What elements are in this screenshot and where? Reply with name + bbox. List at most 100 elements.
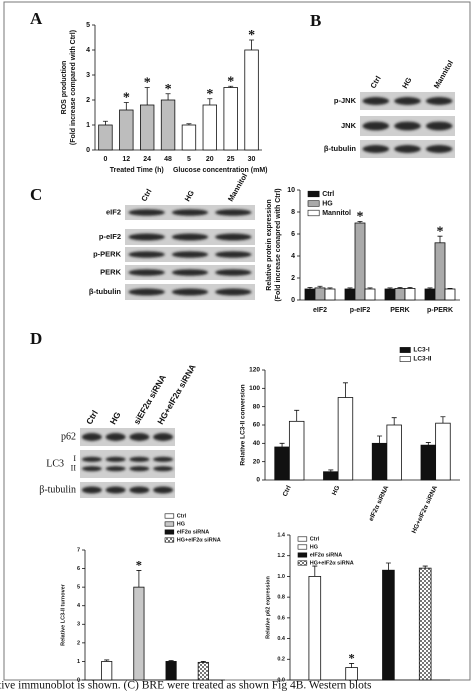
x-tick-label: PERK xyxy=(390,307,409,314)
blot-band xyxy=(215,288,252,296)
y-tick-label: 4 xyxy=(86,47,90,54)
blot-band xyxy=(105,433,126,441)
bar xyxy=(418,567,432,681)
blot-band xyxy=(394,121,421,131)
y-tick-label: 0 xyxy=(291,297,295,304)
y-axis-label: Relative LC3-II turnover xyxy=(60,583,66,646)
bar xyxy=(181,124,197,151)
blot-band xyxy=(129,486,150,494)
blot-band xyxy=(215,209,252,216)
significance-star: * xyxy=(357,210,364,225)
y-tick-label: 0.2 xyxy=(277,657,285,663)
y-axis-label: Relative protein expression xyxy=(266,199,273,290)
bar xyxy=(345,667,358,681)
bar xyxy=(304,288,316,301)
bar xyxy=(119,109,134,151)
group-label: Glucose concentration (mM) xyxy=(173,167,268,174)
blot-band xyxy=(215,233,252,241)
y-tick-label: 4 xyxy=(77,603,81,609)
blot-band xyxy=(425,97,453,105)
y-tick-label: 7 xyxy=(77,547,80,553)
error-bar xyxy=(144,87,150,105)
error-bar xyxy=(407,286,413,289)
x-tick-label: 12 xyxy=(122,156,130,163)
y-tick-label: 0.0 xyxy=(277,677,285,683)
y-tick-label: 1.0 xyxy=(277,574,285,580)
row-label: β-tubulin xyxy=(89,287,121,296)
error-bar xyxy=(422,565,428,569)
bar xyxy=(101,661,113,681)
blot-band xyxy=(105,466,126,472)
bar xyxy=(98,124,113,151)
y-tick-label: 1.2 xyxy=(277,553,285,559)
bar xyxy=(133,586,145,681)
bar xyxy=(202,104,217,151)
row-label: β-tubulin xyxy=(324,144,356,153)
lane-label: Ctrl xyxy=(139,187,153,203)
y-tick-label: 0.8 xyxy=(277,595,285,601)
row-label: p62 xyxy=(61,431,76,442)
x-tick-label: eIF2 xyxy=(313,307,327,314)
error-bar xyxy=(279,442,285,447)
blot-band xyxy=(362,97,390,105)
y-tick-label: 120 xyxy=(249,367,260,374)
error-bar xyxy=(123,102,129,110)
bar xyxy=(274,446,290,481)
x-tick-label: 20 xyxy=(206,156,214,163)
row-label: p-eIF2 xyxy=(99,232,121,241)
x-tick-label: 30 xyxy=(248,156,256,163)
error-bar xyxy=(385,562,391,571)
bar xyxy=(288,420,305,481)
error-bar xyxy=(136,570,142,588)
blot-band xyxy=(362,121,390,131)
blot-band xyxy=(171,209,209,216)
legend-label: HG+eIF2α siRNA xyxy=(177,537,221,543)
blot-band xyxy=(215,269,252,276)
bar xyxy=(223,87,238,151)
bar xyxy=(371,442,388,481)
bar xyxy=(324,288,336,301)
error-bar xyxy=(327,287,333,289)
blot-band xyxy=(128,269,165,276)
legend-swatch xyxy=(307,200,320,207)
y-tick-label: 0.4 xyxy=(277,636,286,642)
y-axis-label: Relative LC3-II conversion xyxy=(240,384,247,465)
row-label: LC3 xyxy=(46,458,64,469)
lane-label: Ctrl xyxy=(368,74,382,90)
band-label: I xyxy=(73,454,76,463)
significance-star: * xyxy=(206,87,213,102)
error-bar xyxy=(186,123,192,125)
legend-swatch xyxy=(399,347,411,353)
y-tick-label: 10 xyxy=(287,187,295,194)
lane-label: Mannitol xyxy=(226,172,249,203)
blot-band xyxy=(128,251,165,258)
row-label: p-PERK xyxy=(93,249,122,258)
error-bar xyxy=(312,565,318,577)
legend-label: Ctrl xyxy=(177,513,187,519)
y-tick-label: 2 xyxy=(86,97,90,104)
error-bar xyxy=(391,417,397,425)
y-tick-label: 1 xyxy=(77,659,80,665)
blot-band xyxy=(394,97,421,105)
error-bar xyxy=(317,285,323,288)
blot-band xyxy=(171,269,209,276)
blot-band xyxy=(425,121,453,131)
row-label: p-JNK xyxy=(334,96,357,105)
blot-band xyxy=(153,486,174,494)
legend-label: Mannitol xyxy=(322,210,351,217)
y-tick-label: 0 xyxy=(256,477,260,484)
blot-band xyxy=(171,233,209,241)
y-axis-label: (Fold increase conapred with Ctrl) xyxy=(275,188,282,301)
bar xyxy=(354,222,366,301)
significance-star: * xyxy=(144,76,151,91)
error-bar xyxy=(228,85,234,88)
lane-label: HG xyxy=(108,410,123,426)
y-tick-label: 6 xyxy=(77,566,80,572)
bar xyxy=(337,397,354,481)
bar xyxy=(165,661,177,681)
bar xyxy=(197,661,209,681)
legend-label: Ctrl xyxy=(322,191,334,198)
error-bar xyxy=(168,660,174,662)
bar xyxy=(244,49,259,151)
